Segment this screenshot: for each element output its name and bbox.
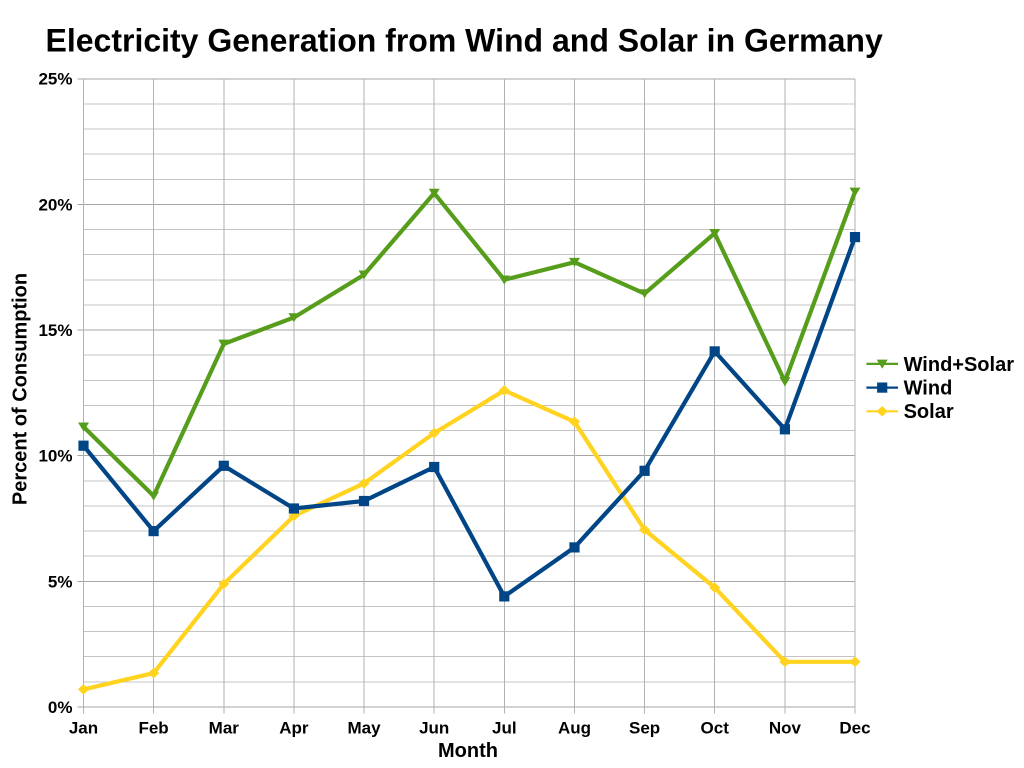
svg-text:Jan: Jan <box>69 719 98 738</box>
svg-text:25%: 25% <box>38 70 72 89</box>
svg-text:Dec: Dec <box>839 719 870 738</box>
svg-text:Aug: Aug <box>558 719 591 738</box>
svg-text:Feb: Feb <box>138 719 168 738</box>
svg-text:Electricity Generation from Wi: Electricity Generation from Wind and Sol… <box>46 22 883 58</box>
svg-text:May: May <box>347 719 381 738</box>
svg-text:5%: 5% <box>48 572 73 591</box>
svg-text:Jul: Jul <box>492 719 517 738</box>
svg-text:Percent of Consumption: Percent of Consumption <box>10 273 32 505</box>
svg-text:Jun: Jun <box>419 719 449 738</box>
svg-text:0%: 0% <box>48 698 73 717</box>
svg-text:Mar: Mar <box>209 719 240 738</box>
svg-text:Solar: Solar <box>904 401 954 423</box>
svg-text:Wind: Wind <box>904 378 953 400</box>
svg-text:20%: 20% <box>38 195 72 214</box>
svg-text:10%: 10% <box>38 447 72 466</box>
svg-text:15%: 15% <box>38 321 72 340</box>
svg-text:Month: Month <box>438 740 498 762</box>
svg-text:Nov: Nov <box>769 719 802 738</box>
svg-text:Wind+Solar: Wind+Solar <box>904 354 1015 376</box>
svg-text:Apr: Apr <box>279 719 309 738</box>
svg-text:Sep: Sep <box>629 719 660 738</box>
svg-text:Oct: Oct <box>701 719 730 738</box>
